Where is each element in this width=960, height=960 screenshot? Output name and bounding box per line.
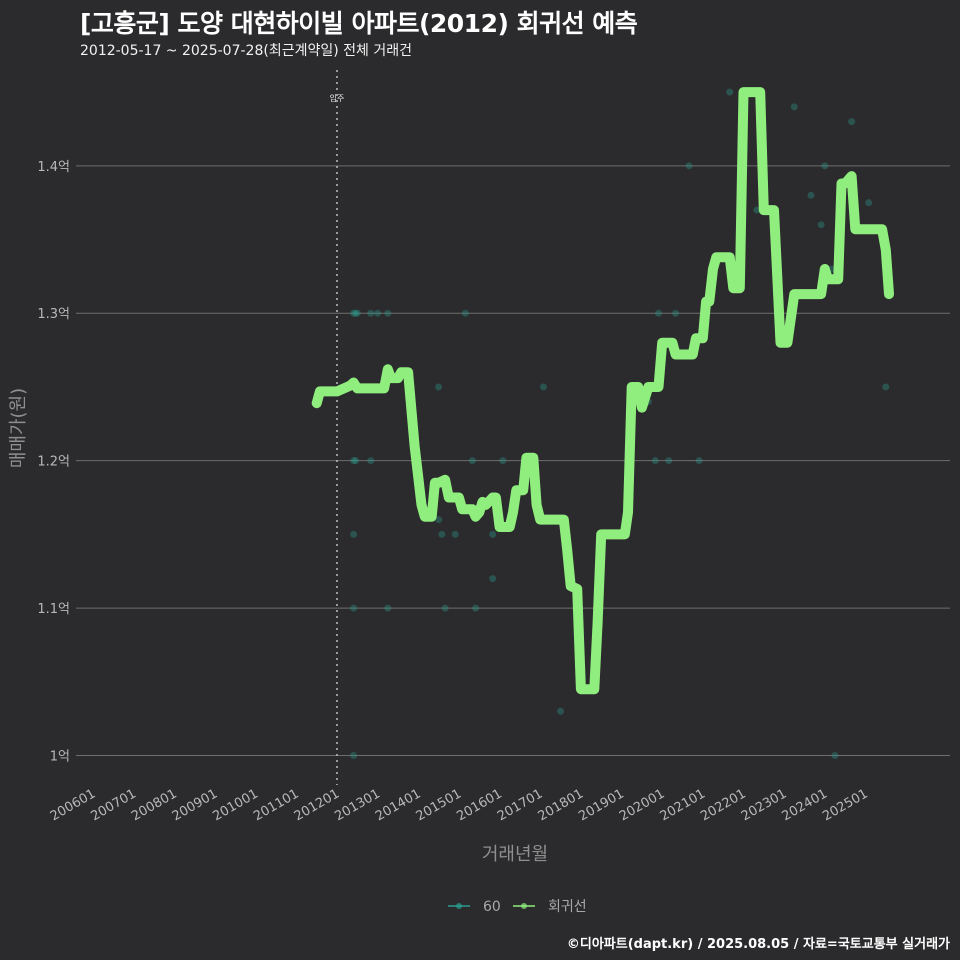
legend-swatch-dot <box>456 903 462 909</box>
scatter-point <box>817 221 825 229</box>
scatter-point <box>438 530 446 538</box>
x-tick-label: 202201 <box>698 786 748 824</box>
x-tick-label: 201001 <box>210 786 260 824</box>
y-tick-label: 1억 <box>50 750 70 765</box>
regression-layer <box>311 87 894 695</box>
scatter-point <box>435 383 443 391</box>
x-tick-label: 201901 <box>576 786 626 824</box>
scatter-point <box>753 206 761 214</box>
legend: 60 회귀선 <box>448 899 587 915</box>
y-tick-label: 1.2억 <box>37 455 70 470</box>
scatter-point <box>350 309 358 317</box>
scatter-point <box>350 604 358 612</box>
chart-subtitle: 2012-05-17 ~ 2025-07-28(최근계약일) 전체 거래건 <box>80 43 412 59</box>
scatter-point <box>489 530 497 538</box>
x-tick-label: 201701 <box>495 786 545 824</box>
scatter-point <box>790 103 798 111</box>
y-axis-title: 매매가(원) <box>8 388 29 468</box>
scatter-point <box>350 530 358 538</box>
scatter-point <box>353 309 361 317</box>
scatter-point <box>451 530 459 538</box>
scatter-point <box>489 575 497 583</box>
scatter-point <box>655 309 663 317</box>
scatter-point <box>499 457 507 465</box>
scatter-point <box>557 707 565 715</box>
scatter-point <box>472 604 480 612</box>
x-tick-label: 200601 <box>48 786 98 824</box>
scatter-point <box>539 383 547 391</box>
scatter-point <box>821 162 829 170</box>
scatter-point <box>352 457 360 465</box>
x-tick-label: 202001 <box>617 786 667 824</box>
grid-layer <box>76 165 950 757</box>
x-tick-label: 200901 <box>170 786 220 824</box>
y-tick-label: 1.3억 <box>37 307 70 322</box>
scatter-point <box>367 457 375 465</box>
scatter-point <box>350 752 358 760</box>
x-tick-label: 202101 <box>658 786 708 824</box>
scatter-point <box>367 309 375 317</box>
scatter-point <box>831 752 839 760</box>
scatter-point <box>350 457 358 465</box>
x-tick-label: 201501 <box>414 786 464 824</box>
scatter-point <box>441 604 449 612</box>
x-tick-label: 202301 <box>739 786 789 824</box>
x-tick-label: 201401 <box>373 786 423 824</box>
scatter-layer <box>350 88 890 760</box>
x-tick-label: 201601 <box>454 786 504 824</box>
x-tick-label: 200701 <box>88 786 138 824</box>
legend-label: 60 <box>483 899 501 915</box>
x-axis: 2006012007012008012009012010012011012012… <box>48 786 871 824</box>
scatter-point <box>384 604 392 612</box>
scatter-point <box>685 162 693 170</box>
scatter-point <box>384 309 392 317</box>
scatter-point <box>352 309 360 317</box>
x-tick-label: 200801 <box>129 786 179 824</box>
x-tick-label: 202401 <box>780 786 830 824</box>
move-in-label: 입주 <box>330 94 345 103</box>
chart-title: [고흥군] 도양 대현하이빌 아파트(2012) 회귀선 예측 <box>80 9 638 38</box>
x-tick-label: 201201 <box>292 786 342 824</box>
scatter-point <box>726 88 734 96</box>
scatter-point <box>461 309 469 317</box>
y-tick-label: 1.4억 <box>37 160 70 175</box>
scatter-point <box>374 309 382 317</box>
regression-line <box>311 87 894 695</box>
x-tick-label: 201101 <box>251 786 301 824</box>
scatter-point <box>865 199 873 207</box>
scatter-point <box>848 118 856 126</box>
scatter-point <box>695 457 703 465</box>
y-tick-label: 1.1억 <box>37 602 70 617</box>
x-axis-title: 거래년월 <box>482 844 548 865</box>
legend-label: 회귀선 <box>548 899 587 915</box>
scatter-point <box>468 457 476 465</box>
scatter-point <box>651 457 659 465</box>
legend-swatch-dot <box>521 903 527 909</box>
x-tick-label: 201801 <box>536 786 586 824</box>
scatter-point <box>665 457 673 465</box>
scatter-point <box>807 191 815 199</box>
scatter-point <box>882 383 890 391</box>
scatter-point <box>435 516 443 524</box>
x-tick-label: 202501 <box>820 786 870 824</box>
scatter-point <box>672 309 680 317</box>
y-axis: 1억 1.1억 1.2억 1.3억 1.4억 <box>37 160 70 765</box>
footer-credit: ©디아파트(dapt.kr) / 2025.08.05 / 자료=국토교통부 실… <box>566 937 950 952</box>
annotation-layer: 입주 <box>330 70 345 785</box>
x-tick-label: 201301 <box>332 786 382 824</box>
